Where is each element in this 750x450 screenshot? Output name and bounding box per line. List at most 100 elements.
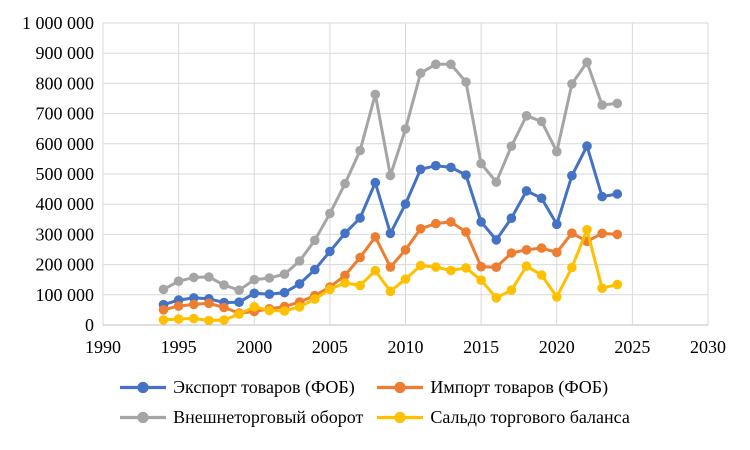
svg-text:400 000: 400 000 [36,194,95,214]
point-turnover-2000 [249,274,260,285]
point-import-2010 [400,245,411,255]
legend-marker-turnover [120,411,167,424]
svg-text:300 000: 300 000 [36,224,95,244]
point-balance-2018 [521,261,532,271]
svg-text:600 000: 600 000 [36,134,95,154]
point-turnover-1994 [158,284,169,295]
point-turnover-2023 [597,100,607,110]
point-turnover-2003 [294,256,305,266]
point-turnover-2009 [385,170,396,181]
point-balance-2024 [612,279,623,290]
point-export-2005 [325,246,335,257]
point-turnover-2002 [279,269,290,280]
point-turnover-1999 [234,285,244,296]
legend-item-export: Экспорт товаров (ФОБ) [120,377,363,398]
point-turnover-2017 [506,141,517,151]
legend-item-turnover: Внешнеторговый оборот [120,407,363,428]
point-turnover-2020 [552,146,562,157]
point-balance-2008 [370,265,381,276]
point-export-2012 [431,160,441,171]
point-balance-1998 [219,315,229,325]
point-balance-2017 [506,285,517,296]
point-balance-2007 [355,280,365,291]
svg-text:2010: 2010 [388,337,424,357]
point-import-2014 [461,227,471,237]
point-turnover-2016 [491,177,502,187]
legend-marker-export [120,381,167,394]
point-import-2013 [446,217,456,227]
point-balance-2015 [476,275,486,286]
point-export-2008 [370,177,381,188]
point-balance-2010 [400,274,411,284]
point-turnover-2004 [310,235,320,246]
point-import-2016 [491,262,502,273]
point-import-1997 [204,298,214,309]
point-export-2024 [612,189,623,199]
point-export-2003 [294,279,305,289]
point-import-2007 [355,252,365,263]
point-balance-2023 [597,283,607,294]
point-export-2017 [506,213,517,223]
svg-text:1990: 1990 [85,337,121,357]
point-turnover-2014 [461,77,471,87]
svg-text:2000: 2000 [236,337,272,357]
svg-text:2015: 2015 [463,337,499,357]
point-balance-2009 [385,286,396,297]
point-import-1998 [219,302,229,313]
point-export-2006 [340,228,350,239]
point-turnover-2006 [340,178,350,189]
point-turnover-2024 [612,98,623,109]
point-balance-2004 [310,294,320,304]
point-balance-2021 [567,262,577,273]
point-import-2024 [612,229,623,240]
point-export-2010 [400,199,411,209]
point-import-2011 [415,224,426,234]
point-import-2017 [506,248,517,258]
series-balance [158,225,623,326]
point-export-2021 [567,170,577,181]
point-import-2023 [597,228,607,239]
point-export-2015 [476,217,486,227]
point-turnover-1996 [189,272,199,283]
point-balance-2006 [340,278,350,288]
svg-text:100 000: 100 000 [36,285,95,305]
point-export-2009 [385,228,396,239]
point-export-2016 [491,235,502,245]
point-turnover-2018 [521,111,532,121]
svg-text:200 000: 200 000 [36,255,95,275]
point-turnover-2015 [476,158,486,169]
point-balance-1999 [234,309,244,319]
point-export-2000 [249,288,260,299]
svg-text:900 000: 900 000 [36,43,95,63]
point-balance-1994 [158,315,169,325]
point-import-2006 [340,270,350,281]
point-import-2012 [431,218,441,229]
point-turnover-2019 [536,116,547,127]
point-balance-2016 [491,293,502,303]
x-axis-labels: 1990 1995 2000 2005 2010 2015 2020 2025 2030 [85,337,726,357]
point-turnover-2011 [415,68,426,78]
point-balance-2014 [461,263,471,273]
point-export-1999 [234,297,244,308]
point-export-2020 [552,219,562,230]
point-balance-2003 [294,302,305,312]
svg-text:2020: 2020 [539,337,575,357]
point-balance-2005 [325,284,335,295]
point-import-2018 [521,245,532,255]
point-import-2009 [385,262,396,272]
point-turnover-2013 [446,59,456,70]
point-import-1995 [173,301,184,311]
point-turnover-2008 [370,89,381,100]
y-axis-labels: 0 100 000 200 000 300 000 400 000 500 000 600 … [22,13,94,335]
point-balance-2001 [264,305,275,316]
point-export-2023 [597,191,607,202]
legend: Экспорт товаров (ФОБ) Импорт товаров (ФО… [0,377,750,428]
point-export-2013 [446,162,456,173]
point-balance-2000 [249,302,260,312]
svg-text:700 000: 700 000 [36,104,95,124]
point-export-2002 [279,287,290,298]
plot-area: 0 100 000 200 000 300 000 400 000 500 000 600 … [22,13,726,357]
point-import-1994 [158,305,169,315]
point-balance-2013 [446,265,456,276]
